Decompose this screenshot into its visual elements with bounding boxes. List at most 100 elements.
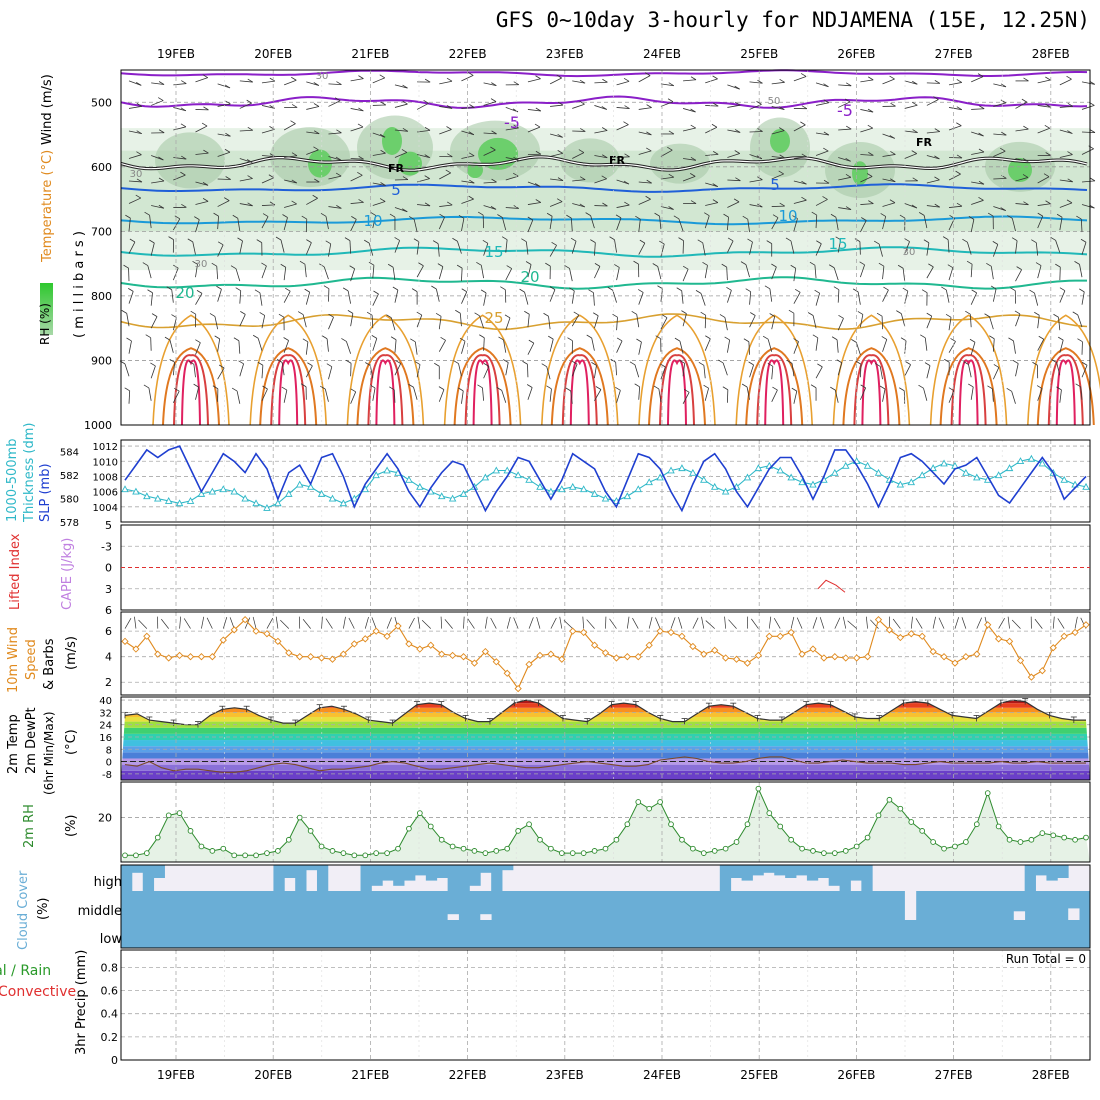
wind-barb xyxy=(394,152,408,158)
rh-line-point xyxy=(395,845,401,852)
wind-barb-flag xyxy=(285,287,291,292)
wind-speed-line-point xyxy=(1005,637,1014,646)
thickness-line-point xyxy=(416,482,424,490)
wind-barb xyxy=(615,362,617,376)
contour-label: 10 xyxy=(363,212,382,230)
wind-barb-flag xyxy=(358,75,364,79)
wind-speed-line-point xyxy=(514,684,522,693)
wind-barb-flag xyxy=(661,314,668,319)
wind-barb xyxy=(283,340,289,353)
date-label-top: 23FEB xyxy=(545,47,584,61)
wind-barb-flag xyxy=(217,241,224,246)
wind-barb-10m xyxy=(790,616,795,629)
wind-barb xyxy=(948,267,954,281)
wind-barb xyxy=(594,266,601,279)
wind-barb xyxy=(838,128,852,131)
wind-barb-flag xyxy=(557,177,564,181)
wind-barb xyxy=(705,153,719,156)
wind-barb xyxy=(638,341,642,355)
wind-barb-flag xyxy=(235,287,241,292)
wind-barb-flag xyxy=(830,386,836,391)
thickness-line-point xyxy=(776,466,784,474)
thickness-line-point xyxy=(372,471,380,479)
wind-barb xyxy=(945,289,950,303)
wind-barb-flag xyxy=(1000,83,1007,88)
wind-barb-flag xyxy=(779,78,785,83)
wind-barb-flag xyxy=(579,100,585,105)
wind-barb-flag xyxy=(594,263,601,267)
rh-line-point xyxy=(766,810,773,816)
wind-speed-line-point xyxy=(263,630,271,638)
rh-line-point xyxy=(1061,834,1068,841)
wind-barb-flag xyxy=(256,239,262,243)
cloud-high-bar xyxy=(730,865,742,878)
wind-barb-flag xyxy=(1013,360,1019,364)
wind-barb xyxy=(549,388,552,402)
wind-barb xyxy=(261,365,264,379)
cloud-high-bar xyxy=(316,865,329,891)
wind-barb xyxy=(1015,313,1021,327)
wind-barb xyxy=(679,340,684,354)
wind-speed-line-point xyxy=(427,641,435,649)
wind-barb xyxy=(283,267,287,281)
wind-barb xyxy=(705,202,718,206)
wind-speed-line-point xyxy=(317,654,326,662)
cloud-high-bar xyxy=(306,865,318,871)
rh-line-point xyxy=(253,852,259,859)
wind-speed-line-point xyxy=(732,655,741,663)
wind-barb xyxy=(1037,105,1051,108)
wind-barb-flag xyxy=(702,261,708,266)
wind-barb xyxy=(948,205,962,208)
wind-barb xyxy=(660,101,674,107)
wind-barb xyxy=(350,78,364,82)
wind-barb-flag xyxy=(844,98,851,103)
wind-barb xyxy=(1059,340,1064,353)
wind-barb xyxy=(238,340,241,354)
wind-barb-flag xyxy=(1045,76,1051,81)
thickness-line-point xyxy=(874,468,883,476)
wind-barb-flag xyxy=(947,264,954,269)
wind-barb-flag xyxy=(491,178,497,183)
cloud-high-bar xyxy=(436,865,449,878)
wind-barb-flag xyxy=(202,74,208,79)
wind-speed-line-point xyxy=(962,653,970,661)
wind-barb-flag xyxy=(734,85,740,90)
wind-barb-flag xyxy=(791,387,798,392)
wind-barb-flag xyxy=(307,362,313,367)
slp-line xyxy=(124,445,1087,513)
temp-color-band xyxy=(121,712,1090,717)
wind-barb-flag xyxy=(971,289,977,294)
rh-line-point xyxy=(143,850,150,856)
wind-barb-flag xyxy=(676,287,682,292)
wind-barb-flag xyxy=(349,265,355,270)
wind-barb xyxy=(527,314,530,328)
isotherm-loop xyxy=(259,347,318,426)
wind-barb-flag xyxy=(667,98,674,103)
wind-barb xyxy=(882,266,885,280)
wind-barb-flag xyxy=(897,264,904,269)
wind-barb xyxy=(414,341,418,355)
wind-barb-10m xyxy=(1034,618,1043,629)
wind-barb xyxy=(195,342,201,355)
wind-barb xyxy=(815,102,829,106)
wind-barb xyxy=(727,179,741,182)
thickness-line-point xyxy=(164,496,173,504)
wind-barb xyxy=(815,366,823,379)
cloud-high-bar xyxy=(828,865,840,886)
wind-barb xyxy=(594,105,607,110)
rh-line-point xyxy=(995,823,1002,830)
wind-barb xyxy=(1081,365,1088,378)
wind-barb xyxy=(527,264,532,278)
wind-barb xyxy=(217,289,222,302)
wind-barb xyxy=(926,179,940,184)
rh-line-point xyxy=(744,821,751,828)
isotherm-loop xyxy=(1055,359,1076,426)
wind-barb-flag xyxy=(659,240,665,245)
wind-barb-flag xyxy=(654,212,660,217)
wind-speed-line-point xyxy=(776,632,784,640)
wind-barb xyxy=(660,317,668,330)
wind-barb xyxy=(1037,203,1051,206)
rh-shading-moist xyxy=(467,162,483,179)
wind-barb-flag xyxy=(778,170,784,175)
wind-barb xyxy=(704,215,710,229)
